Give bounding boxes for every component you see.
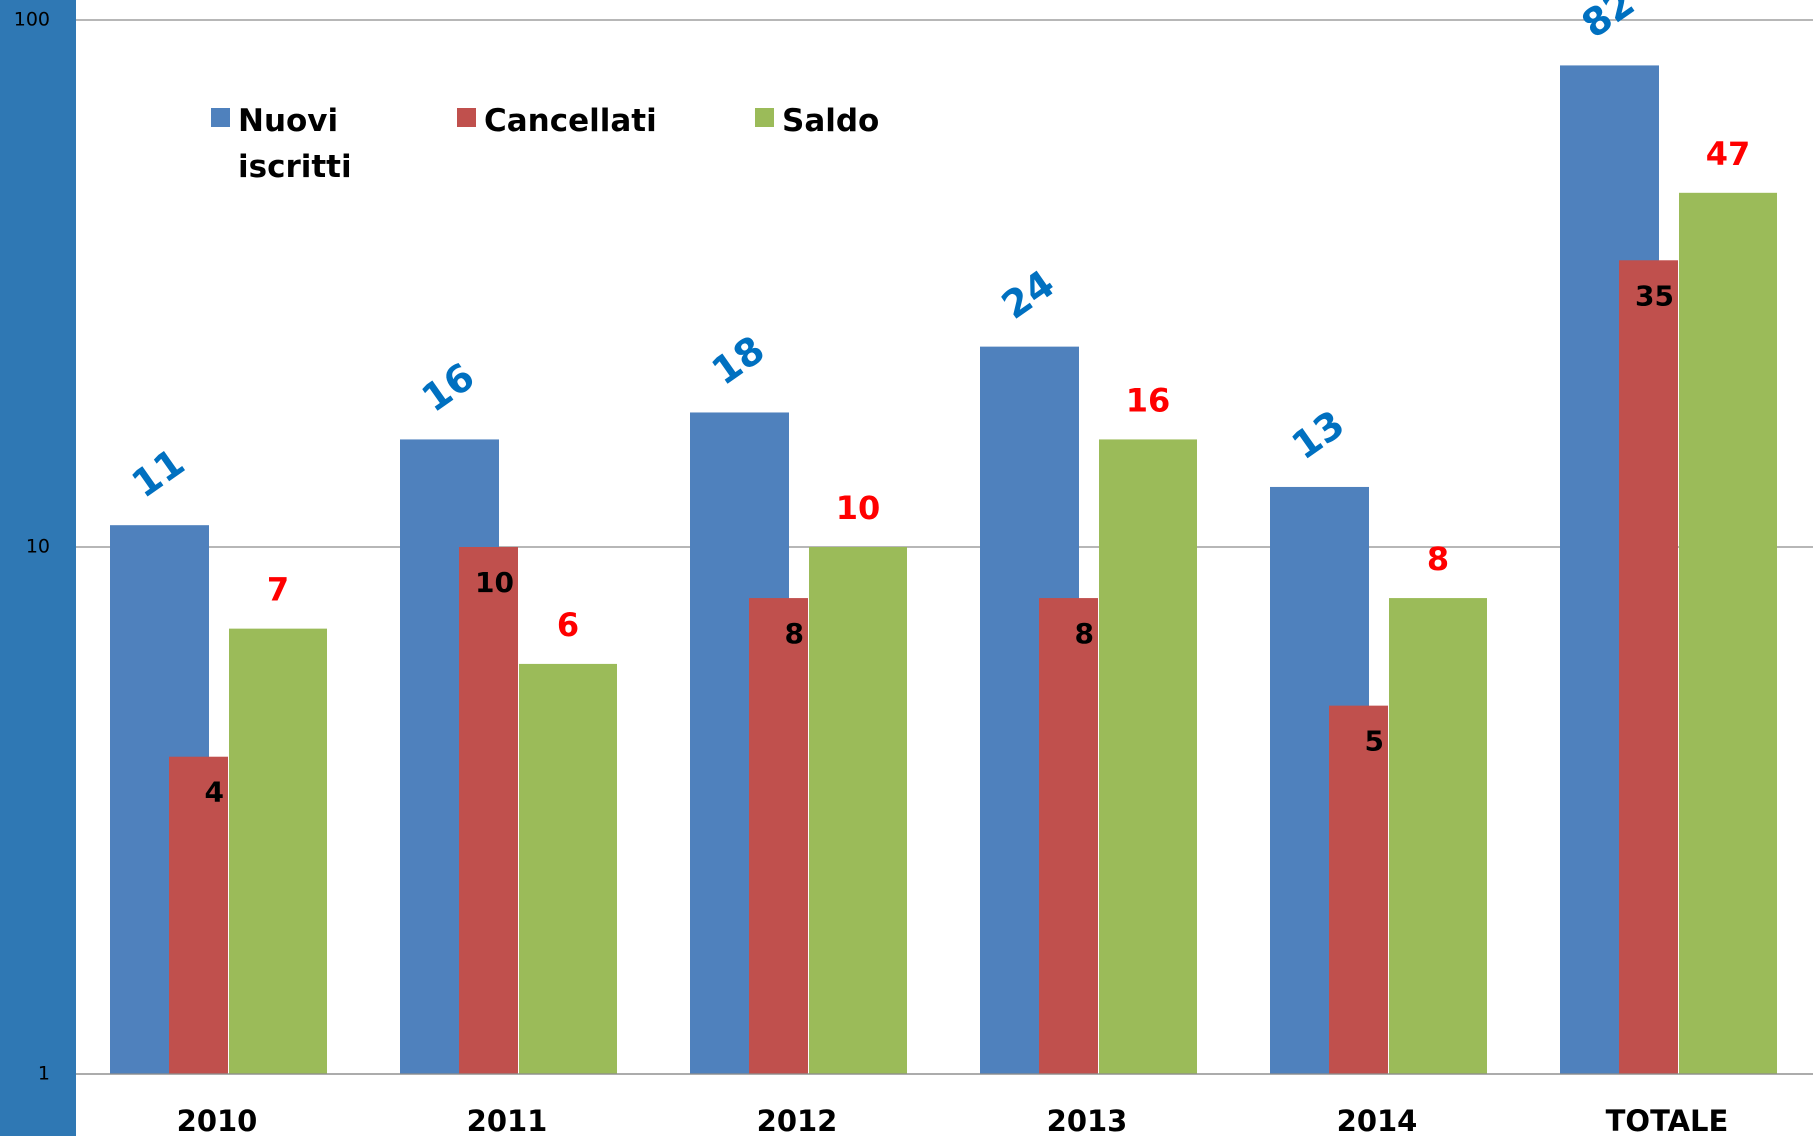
x-tick-label: 2013 [1047,1104,1128,1136]
data-label: 82 [1574,0,1643,47]
data-label: 7 [267,571,289,609]
legend-swatch [211,108,230,127]
data-label: 13 [1284,402,1353,468]
data-label: 35 [1635,279,1674,312]
legend-item: Nuovi iscritti [211,98,358,190]
data-label: 5 [1365,725,1384,758]
data-label: 10 [475,566,514,599]
data-label: 8 [785,617,804,650]
legend-item: Cancellati [457,98,657,144]
data-label: 8 [1075,617,1094,650]
data-label: 18 [704,327,773,393]
bar [809,547,907,1074]
bar [749,598,808,1074]
x-tick-label: TOTALE [1606,1104,1729,1136]
data-label: 4 [205,776,224,809]
y-tick-label: 10 [26,536,50,558]
data-label: 16 [414,354,483,420]
bar [169,756,228,1074]
data-label: 8 [1427,540,1449,578]
side-strip [0,0,76,1136]
x-tick-label: 2010 [177,1104,258,1136]
data-label: 16 [1126,381,1171,419]
bar [1329,705,1388,1074]
bar [1389,598,1487,1074]
data-label: 24 [994,261,1063,327]
legend-label: Cancellati [484,103,657,139]
legend-item: Saldo [755,98,902,144]
data-label: 10 [836,489,881,527]
y-tick-label: 1 [38,1063,50,1085]
bar [519,663,617,1074]
data-label: 11 [124,440,193,506]
x-tick-label: 2012 [757,1104,838,1136]
legend-label: Saldo [782,103,880,139]
x-tick-label: 2011 [467,1104,548,1136]
bar [229,628,327,1074]
bar [1039,598,1098,1074]
legend-swatch [755,108,774,127]
legend-swatch [457,108,476,127]
bar [1679,192,1777,1074]
bar [459,547,518,1074]
data-label: 6 [557,606,579,644]
bar [1099,439,1197,1074]
bar [1619,260,1678,1075]
y-tick-label: 100 [14,9,50,31]
legend-label: Nuovi iscritti [238,103,352,185]
data-label: 47 [1706,135,1751,173]
x-tick-label: 2014 [1337,1104,1418,1136]
